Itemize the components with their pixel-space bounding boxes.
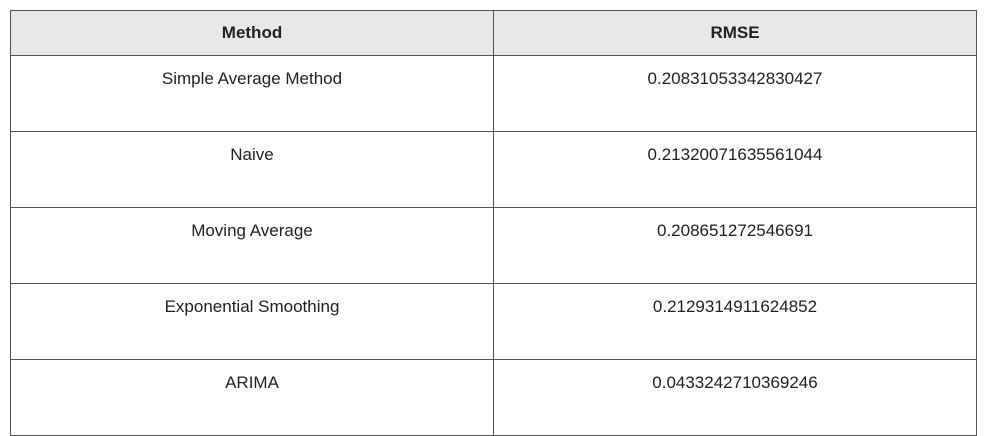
rmse-cell: 0.0433242710369246 — [493, 359, 977, 436]
table-header: Method RMSE — [10, 10, 977, 56]
results-table-container: Method RMSE Simple Average Method 0.2083… — [10, 10, 977, 436]
header-method: Method — [10, 10, 494, 56]
table-row: Simple Average Method 0.2083105334283042… — [10, 55, 977, 132]
rmse-cell: 0.21320071635561044 — [493, 131, 977, 208]
rmse-cell: 0.208651272546691 — [493, 207, 977, 284]
rmse-cell: 0.2129314911624852 — [493, 283, 977, 360]
method-cell: Exponential Smoothing — [10, 283, 494, 360]
table-body: Simple Average Method 0.2083105334283042… — [10, 55, 977, 436]
table-row: Naive 0.21320071635561044 — [10, 131, 977, 208]
method-cell: Naive — [10, 131, 494, 208]
method-cell: Moving Average — [10, 207, 494, 284]
results-table: Method RMSE Simple Average Method 0.2083… — [10, 10, 977, 436]
table-row: Moving Average 0.208651272546691 — [10, 207, 977, 284]
method-cell: Simple Average Method — [10, 55, 494, 132]
table-row: Exponential Smoothing 0.2129314911624852 — [10, 283, 977, 360]
header-row: Method RMSE — [10, 10, 977, 56]
table-row: ARIMA 0.0433242710369246 — [10, 359, 977, 436]
rmse-cell: 0.20831053342830427 — [493, 55, 977, 132]
header-rmse: RMSE — [493, 10, 977, 56]
method-cell: ARIMA — [10, 359, 494, 436]
